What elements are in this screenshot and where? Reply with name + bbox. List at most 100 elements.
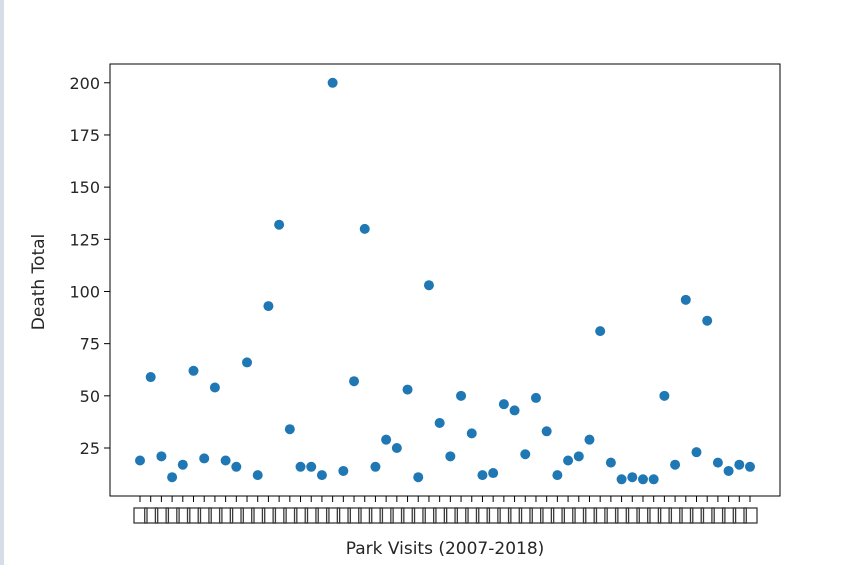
data-point	[616, 474, 627, 485]
data-point	[584, 434, 595, 445]
x-tick-label-glyph	[561, 507, 576, 524]
data-point	[338, 465, 349, 476]
x-tick-label-glyph	[400, 507, 416, 524]
data-point	[637, 474, 648, 485]
data-point	[509, 405, 520, 416]
y-axis-title: Death Total	[29, 234, 49, 331]
data-point	[456, 390, 467, 401]
data-points	[135, 77, 755, 485]
data-point	[359, 223, 370, 234]
x-tick-label-glyph	[604, 507, 619, 524]
data-point	[670, 459, 681, 470]
x-tick-label-glyph	[475, 507, 491, 524]
data-point	[605, 457, 616, 468]
x-tick-label-glyph	[186, 507, 202, 524]
x-tick-label-glyph	[133, 507, 148, 524]
data-point	[573, 451, 584, 462]
data-point	[488, 468, 499, 479]
x-tick-label-glyph	[347, 507, 362, 524]
data-point	[595, 326, 606, 337]
x-tick-label-glyph	[154, 507, 170, 524]
data-point	[242, 357, 253, 368]
x-tick-label-glyph	[711, 507, 726, 524]
data-point	[263, 301, 274, 312]
x-tick-label-glyph	[657, 507, 673, 524]
data-point	[284, 424, 295, 435]
data-point	[712, 457, 723, 468]
data-point	[327, 77, 338, 88]
x-tick-label-glyph	[689, 507, 705, 524]
data-point	[498, 399, 509, 410]
data-point	[520, 449, 531, 460]
data-point	[199, 453, 210, 464]
data-point	[252, 470, 263, 481]
data-point	[209, 382, 220, 393]
data-point	[530, 392, 541, 403]
x-tick-label-glyph	[251, 507, 266, 524]
data-point	[541, 426, 552, 437]
data-point	[659, 390, 670, 401]
x-tick-label-glyph	[614, 507, 630, 524]
x-tick-label-glyph	[218, 507, 234, 524]
data-point	[734, 459, 745, 470]
data-point	[402, 384, 413, 395]
x-tick-label-glyph	[229, 507, 244, 524]
data-point	[306, 461, 317, 472]
x-tick-label-glyph	[240, 507, 255, 524]
x-tick-label-glyph	[668, 507, 683, 524]
x-tick-label-glyph	[293, 507, 309, 524]
x-tick-label-glyph	[304, 507, 319, 524]
data-point	[145, 372, 156, 383]
data-point	[723, 465, 734, 476]
x-tick-label-glyph	[518, 507, 533, 524]
x-tick-label-glyph	[422, 507, 437, 524]
x-tick-label-glyph	[743, 507, 758, 524]
x-tick-label-clutter	[133, 507, 758, 524]
data-point	[167, 472, 178, 483]
data-point	[434, 417, 445, 428]
x-tick-label-glyph	[454, 507, 469, 524]
data-point	[702, 315, 713, 326]
plot-frame	[109, 63, 781, 497]
x-tick-label-glyph	[700, 507, 715, 524]
data-point	[691, 447, 702, 458]
data-point	[413, 472, 424, 483]
x-tick-label-glyph	[529, 507, 544, 524]
x-tick-label-glyph	[443, 507, 459, 524]
x-tick-label-glyph	[261, 507, 277, 524]
x-tick-label-glyph	[411, 507, 426, 524]
data-point	[552, 470, 563, 481]
data-point	[627, 472, 638, 483]
data-point	[349, 376, 360, 387]
x-tick-label-glyph	[165, 507, 180, 524]
x-tick-label-glyph	[465, 507, 480, 524]
y-tick-label: 25	[80, 439, 100, 458]
data-point	[445, 451, 456, 462]
x-tick-label-glyph	[176, 507, 191, 524]
x-tick-label-glyph	[336, 507, 351, 524]
data-point	[477, 470, 488, 481]
y-tick-label: 50	[80, 387, 100, 406]
y-tick-label: 175	[69, 126, 100, 145]
x-tick-label-glyph	[432, 507, 448, 524]
x-tick-label-glyph	[507, 507, 523, 524]
y-tick-label: 125	[69, 230, 100, 249]
data-point	[423, 280, 434, 291]
x-tick-label-glyph	[582, 507, 598, 524]
data-point	[156, 451, 167, 462]
data-point	[295, 461, 306, 472]
x-tick-label-glyph	[486, 507, 501, 524]
x-tick-label-glyph	[325, 507, 341, 524]
x-tick-label-glyph	[315, 507, 330, 524]
data-point	[177, 459, 188, 470]
data-point	[745, 461, 755, 472]
data-point	[231, 461, 242, 472]
x-tick-label-glyph	[497, 507, 512, 524]
x-tick-label-glyph	[272, 507, 287, 524]
x-tick-label-glyph	[550, 507, 566, 524]
x-tick-label-glyph	[368, 507, 384, 524]
x-tick-label-glyph	[358, 507, 373, 524]
x-tick-label-glyph	[390, 507, 405, 524]
x-tick-label-glyph	[283, 507, 298, 524]
